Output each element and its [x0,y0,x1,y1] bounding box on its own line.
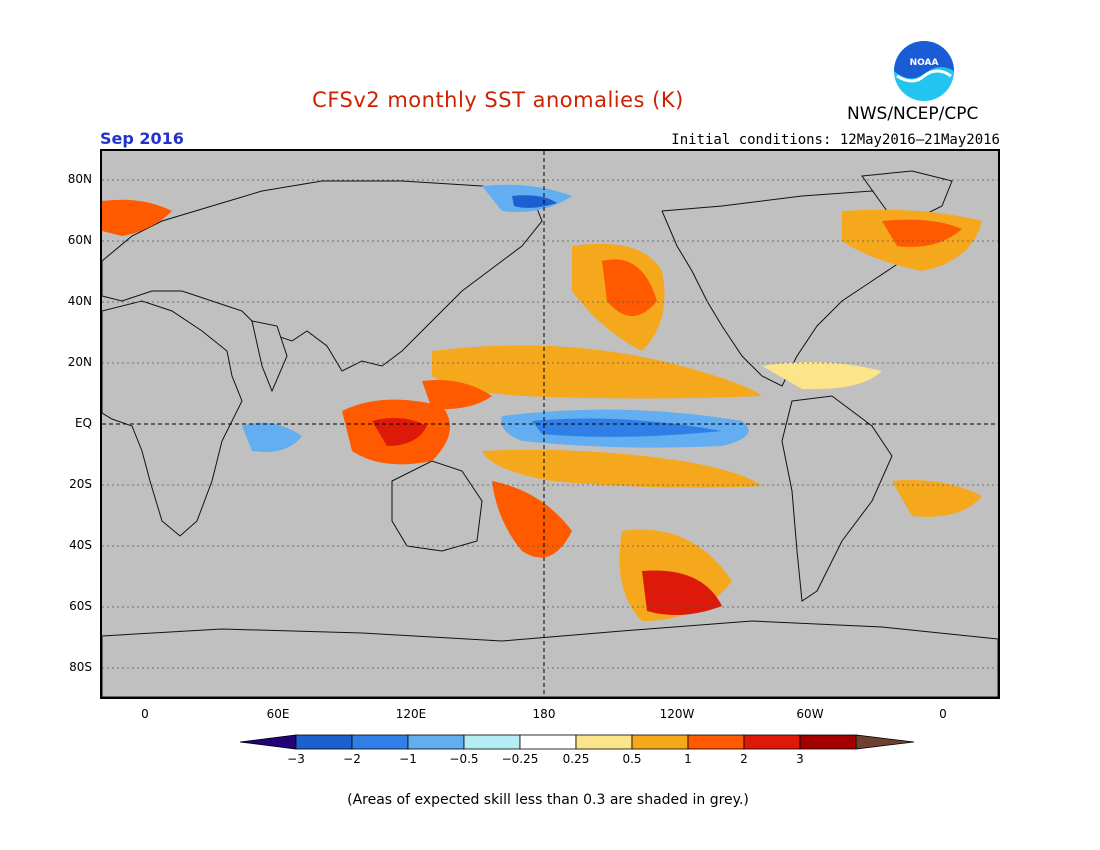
colorbar-swatch [519,734,577,750]
colorbar-swatch [743,734,801,750]
colorbar-arrow-low [239,734,297,750]
reference-lines [102,151,998,697]
lat-label-60s: 60S [69,599,92,613]
lat-label-80s: 80S [69,660,92,674]
lon-label-120w: 120W [659,707,695,721]
lon-label-0-right: 0 [939,707,947,721]
map-canvas [102,151,998,697]
colorbar-tick-label: −0.5 [449,752,479,766]
colorbar-swatch [351,734,409,750]
lat-label-eq: EQ [74,416,92,430]
lat-label-20n: 20N [67,355,92,369]
colorbar-tick-label: −2 [343,752,361,766]
logo-text: NOAA [910,58,939,68]
colorbar-swatch [631,734,689,750]
initial-conditions: Initial conditions: 12May2016–21May2016 [671,132,1000,148]
colorbar-swatch [575,734,633,750]
lat-label-80n: 80N [67,172,92,186]
lat-label-40s: 40S [69,538,92,552]
colorbar-tick-label: 3 [796,752,804,766]
map-title: CFSv2 monthly SST anomalies (K) [312,88,684,112]
forecast-month: Sep 2016 [100,129,184,148]
colorbar-tick-label: −0.25 [501,752,539,766]
colorbar-tick-label: −1 [399,752,417,766]
skill-footnote: (Areas of expected skill less than 0.3 a… [347,792,749,808]
colorbar-tick-label: 1 [684,752,692,766]
colorbar-swatch [463,734,521,750]
sst-anomaly-map [100,149,1000,699]
lon-label-0: 0 [141,707,149,721]
anomaly-shading [102,184,982,621]
colorbar-tick-label: 2 [740,752,748,766]
colorbar-tick-label: −3 [287,752,305,766]
lon-label-120e: 120E [395,707,427,721]
colorbar-swatch [295,734,353,750]
colorbar-tick-label: 0.25 [562,752,590,766]
lat-label-20s: 20S [69,477,92,491]
lat-label-60n: 60N [67,233,92,247]
agency-label: NWS/NCEP/CPC [847,104,979,124]
colorbar-swatch [407,734,465,750]
lat-label-40n: 40N [67,294,92,308]
colorbar-tick-label: 0.5 [622,752,642,766]
colorbar-swatch [799,734,857,750]
noaa-logo: NOAA [894,41,954,101]
colorbar-arrow-high [855,734,915,750]
lon-label-60e: 60E [266,707,290,721]
graticule [102,179,998,669]
lon-label-180: 180 [532,707,556,721]
colorbar-swatch [687,734,745,750]
lon-label-60w: 60W [796,707,824,721]
